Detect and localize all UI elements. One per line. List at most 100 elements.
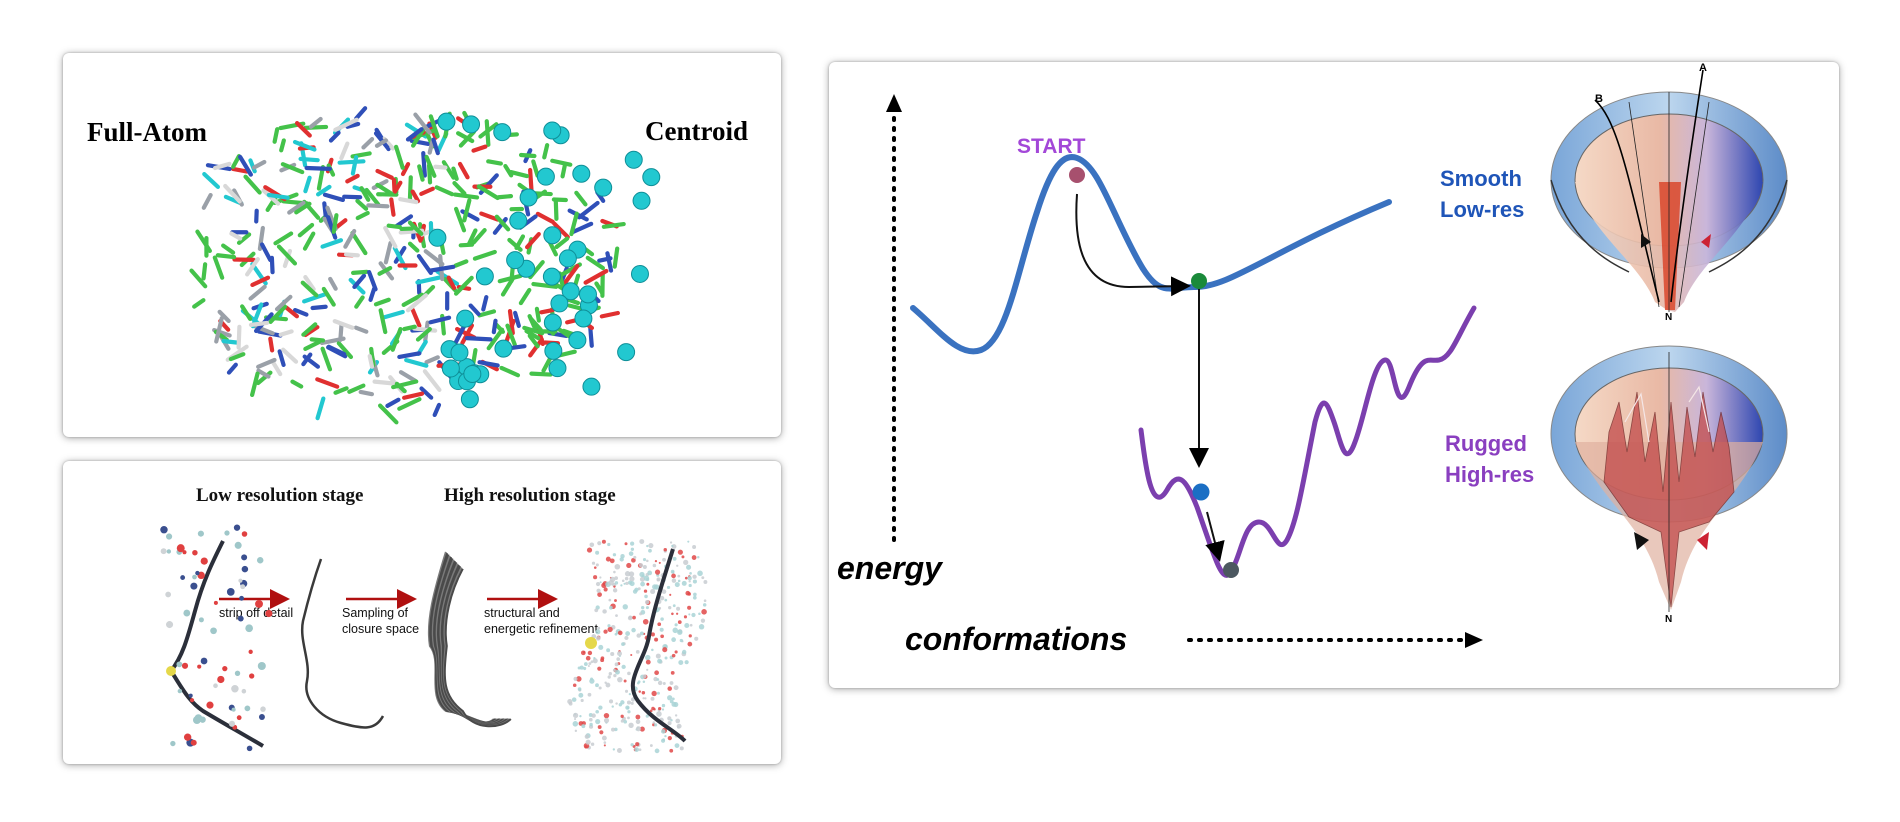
surface-dot	[673, 685, 679, 691]
atom-bond	[300, 280, 319, 298]
atom-bond	[355, 210, 370, 221]
surface-dot	[642, 564, 647, 569]
surface-dot	[639, 631, 644, 636]
surface-dot	[638, 748, 642, 752]
atom-bond	[394, 214, 414, 229]
surface-dot	[660, 634, 664, 639]
surface-dot	[595, 581, 601, 587]
surface-dot	[626, 700, 632, 705]
centroid-label: Centroid	[645, 116, 749, 146]
surface-dot	[630, 743, 634, 747]
surface-dot	[701, 609, 707, 615]
atom-bond	[410, 307, 422, 328]
atom-bond	[221, 243, 236, 255]
surface-dot	[664, 598, 668, 602]
surface-dot	[681, 649, 687, 655]
surface-dot	[659, 595, 665, 601]
surface-dot	[671, 544, 674, 547]
atom-bond	[315, 377, 340, 389]
atom-bond	[256, 357, 277, 369]
surface-dot	[683, 615, 688, 619]
surface-dot	[692, 574, 697, 579]
atom-bond	[407, 175, 413, 203]
surface-dot	[650, 632, 655, 637]
atom-bond	[400, 162, 411, 177]
atom-bond	[352, 273, 367, 290]
atom-bond	[492, 216, 508, 235]
surface-dot	[601, 735, 607, 741]
atom-bond	[513, 310, 521, 328]
surface-dot	[593, 656, 596, 660]
atom-bond	[294, 201, 312, 215]
centroid-sphere	[493, 123, 512, 142]
surface-dot	[676, 606, 681, 611]
surface-dot	[624, 576, 629, 581]
rugged-label-line2: High-res	[1445, 462, 1535, 487]
surface-dot	[628, 615, 633, 620]
atom-bond	[509, 344, 527, 351]
loop-atom	[160, 525, 168, 534]
surface-dot	[660, 729, 666, 734]
atom-bond	[451, 166, 459, 181]
surface-dot	[589, 722, 593, 727]
atom-bond	[427, 138, 435, 155]
surface-dot	[607, 542, 611, 547]
surface-dot	[627, 716, 630, 720]
surface-dot	[595, 718, 601, 725]
surface-dot	[607, 675, 611, 679]
atom-bond	[539, 307, 555, 315]
atom-bond	[316, 184, 332, 197]
atom-bond	[494, 214, 511, 232]
loop-atom	[190, 739, 197, 746]
surface-dot	[577, 687, 582, 691]
surface-dot	[589, 542, 595, 548]
atom-bond	[201, 192, 213, 210]
surface-dot	[656, 678, 660, 681]
surface-dot	[644, 594, 648, 599]
atom-bond	[410, 189, 421, 204]
surface-dot	[656, 578, 660, 582]
atom-bond	[415, 327, 432, 342]
surface-dot	[698, 612, 701, 616]
centroid-sphere	[456, 309, 475, 328]
atom-bond	[499, 365, 521, 378]
atom-bond	[292, 139, 317, 152]
atom-bond	[466, 228, 478, 246]
atom-bond	[336, 341, 354, 360]
surface-dot	[675, 718, 681, 724]
surface-dot	[685, 590, 691, 596]
surface-dot	[691, 612, 696, 618]
centroid-sphere	[450, 343, 469, 362]
atom-bond	[278, 329, 294, 337]
loop-atom	[177, 688, 183, 694]
atom-bond	[354, 106, 368, 121]
atom-bond	[383, 225, 398, 249]
surface-dot	[593, 575, 598, 580]
atom-bond	[479, 211, 500, 222]
surface-dot	[597, 666, 602, 671]
surface-dot	[630, 547, 635, 551]
surface-dot	[595, 709, 599, 714]
surface-dot	[573, 717, 577, 721]
surface-dot	[672, 556, 677, 561]
atom-bond	[359, 186, 371, 202]
surface-dot	[577, 666, 581, 670]
sampled-loop	[443, 568, 512, 728]
surface-dot	[632, 615, 636, 620]
atom-bond	[599, 310, 620, 319]
loop-atom	[198, 617, 204, 623]
surface-dot	[609, 558, 615, 564]
loop-atom	[241, 565, 249, 573]
surface-dot	[635, 726, 641, 732]
centroid-sphere	[578, 285, 597, 304]
loop-atom	[231, 707, 236, 712]
centroid-sphere	[642, 168, 661, 187]
atom-bond	[421, 151, 427, 178]
loop-atom	[181, 662, 189, 669]
surface-dot	[692, 579, 697, 584]
surface-dot	[660, 617, 664, 621]
surface-dot	[688, 634, 692, 638]
atom-bond	[215, 253, 237, 260]
surface-dot	[662, 557, 666, 562]
surface-dot	[671, 612, 674, 616]
